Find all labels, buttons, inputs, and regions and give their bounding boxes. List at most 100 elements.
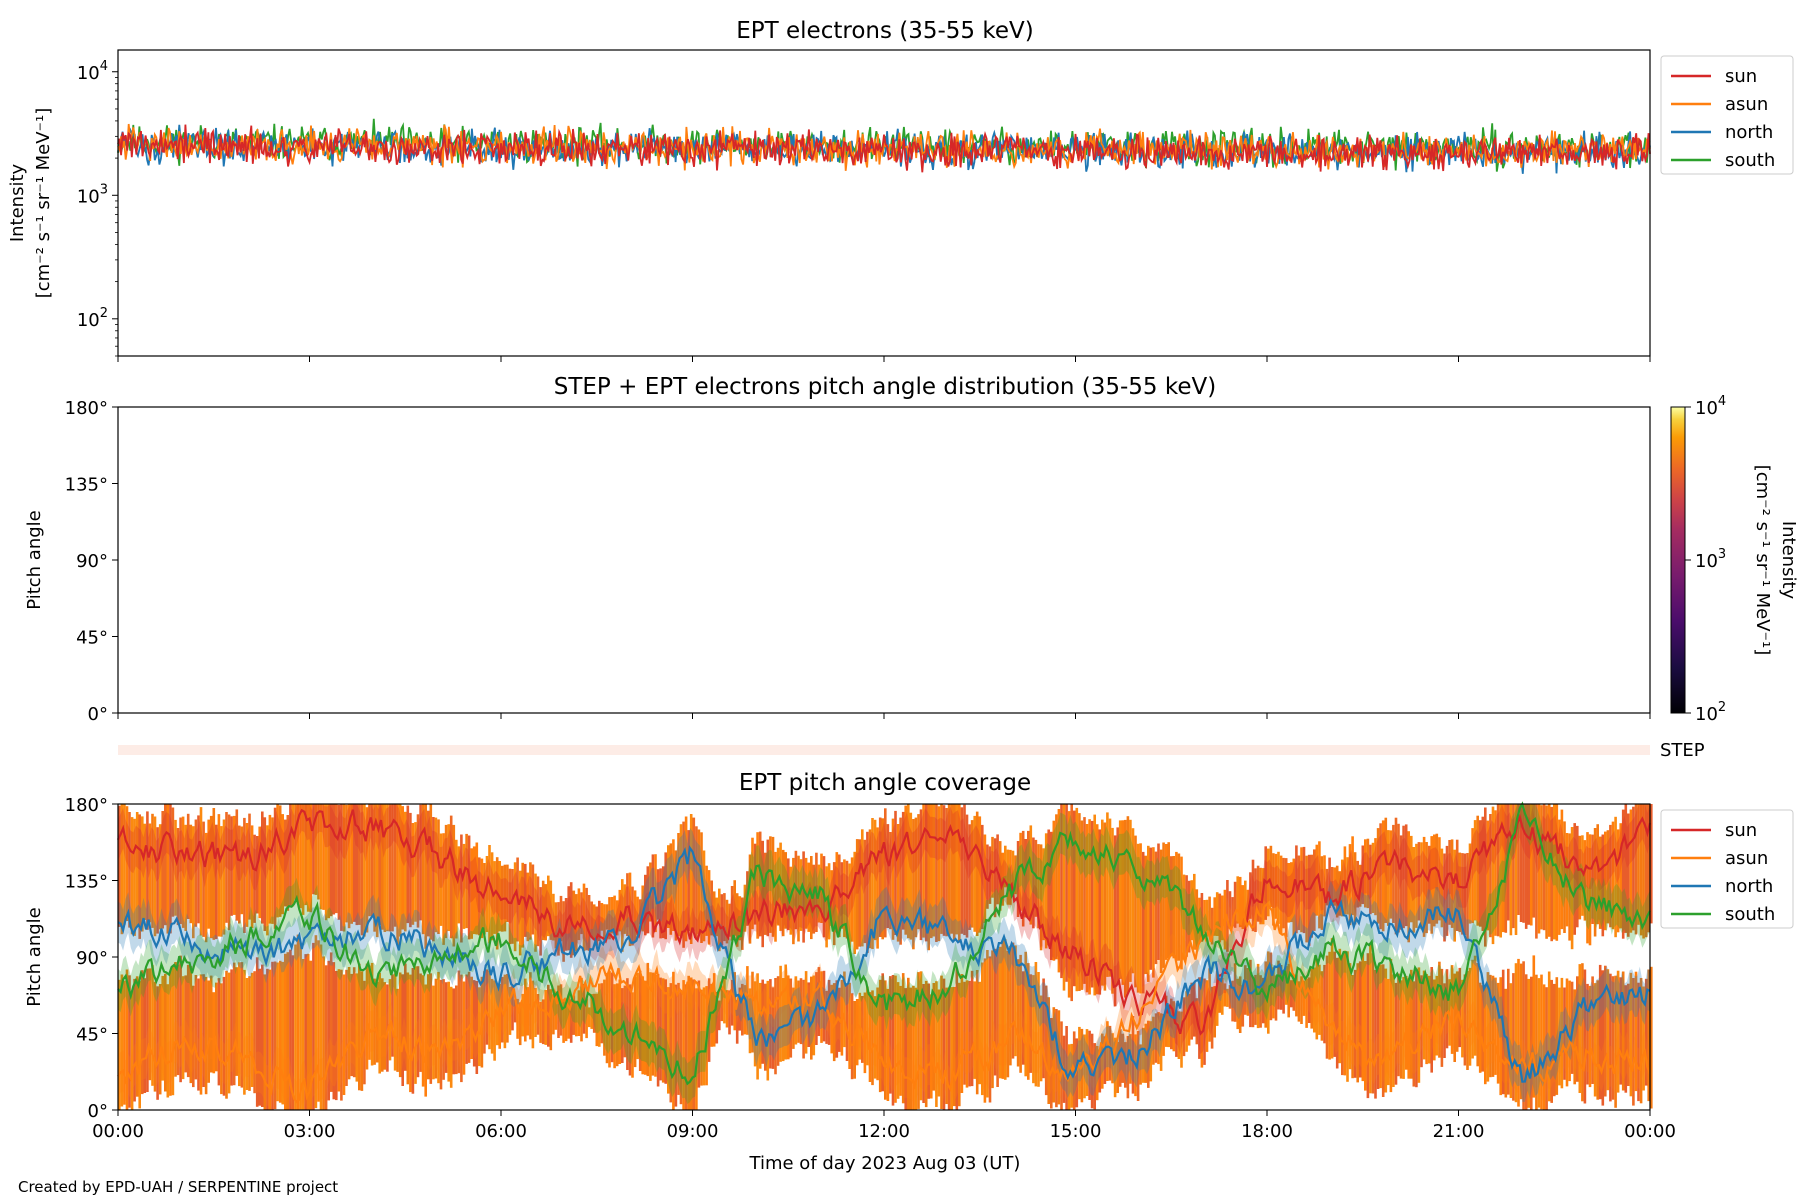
- heat-column: [1297, 981, 1301, 1022]
- heat-column: [1461, 979, 1464, 1058]
- heat-column: [955, 968, 959, 1110]
- heat-column: [1369, 844, 1372, 915]
- heat-column: [516, 998, 519, 1039]
- heat-column: [945, 808, 948, 937]
- heat-column: [1410, 969, 1413, 1079]
- heat-column: [1170, 998, 1173, 1050]
- heat-column: [1473, 820, 1477, 921]
- heat-column: [350, 973, 353, 1077]
- heat-column: [314, 935, 318, 1109]
- heat-column: [312, 804, 315, 895]
- heat-column: [866, 986, 869, 1066]
- heat-column: [1144, 855, 1147, 975]
- heat-column: [1627, 813, 1630, 937]
- heat-column: [1425, 842, 1428, 934]
- heat-column: [273, 961, 277, 1110]
- heat-column: [204, 976, 208, 1095]
- heat-column: [1180, 1011, 1183, 1068]
- heat-column: [1387, 978, 1390, 1086]
- heat-column: [1147, 845, 1150, 982]
- heat-column: [1453, 849, 1456, 942]
- heat-column: [248, 976, 251, 1091]
- y-tick-label: 45°: [76, 628, 108, 649]
- heat-column: [1200, 893, 1204, 942]
- heat-column: [947, 804, 951, 936]
- heat-column: [1149, 847, 1153, 970]
- x-tick-label: 00:00: [1624, 1121, 1676, 1142]
- heat-column: [133, 818, 136, 936]
- heat-column: [1170, 856, 1173, 957]
- heat-column: [171, 966, 175, 1096]
- heat-column: [475, 981, 479, 1074]
- heat-column: [263, 817, 267, 931]
- heat-column: [725, 990, 729, 1028]
- heat-column: [855, 839, 859, 950]
- heat-column: [1333, 867, 1336, 906]
- heat-column: [912, 819, 915, 950]
- heat-column: [1302, 980, 1306, 1016]
- heat-column: [1027, 963, 1030, 1080]
- heat-column: [1223, 983, 1227, 1007]
- heat-column: [1014, 945, 1017, 1057]
- heat-column: [199, 974, 203, 1095]
- heat-column: [700, 989, 703, 1086]
- heat-column: [222, 976, 226, 1096]
- heat-column: [396, 804, 399, 946]
- heat-column: [253, 971, 256, 1094]
- heat-column: [166, 984, 170, 1098]
- heat-column: [381, 804, 384, 930]
- heat-column: [1507, 804, 1510, 921]
- panel-pitch-angle-distribution: STEP + EPT electrons pitch angle distrib…: [24, 374, 1799, 1110]
- heat-column: [753, 981, 757, 1067]
- heat-column: [378, 972, 381, 1074]
- heat-column: [419, 804, 422, 921]
- heat-column: [266, 968, 269, 1110]
- heat-column: [769, 979, 772, 1069]
- panel1-ylabel-line1: Intensity: [7, 163, 28, 242]
- heat-column: [314, 804, 318, 895]
- heat-column: [1476, 963, 1479, 1067]
- heat-column: [950, 987, 953, 1110]
- heat-column: [1353, 969, 1357, 1078]
- heat-column: [965, 814, 969, 938]
- heat-column: [845, 983, 849, 1061]
- heat-column: [1632, 806, 1635, 931]
- heat-column: [889, 832, 892, 930]
- heat-column: [199, 807, 203, 936]
- heat-column: [1547, 804, 1551, 937]
- heat-column: [858, 839, 862, 947]
- heat-column: [1244, 965, 1247, 1015]
- heat-column: [1366, 953, 1370, 1099]
- heat-column: [930, 994, 933, 1099]
- heat-column: [1254, 974, 1257, 1025]
- x-tick-label: 03:00: [284, 1121, 336, 1142]
- heat-column: [1208, 968, 1211, 1042]
- heat-column: [1433, 834, 1436, 927]
- heat-column: [485, 969, 489, 1045]
- heat-column: [715, 897, 719, 937]
- heat-column: [217, 978, 221, 1086]
- heat-column: [1461, 853, 1464, 935]
- heat-column: [850, 993, 854, 1080]
- heat-column: [268, 814, 272, 924]
- heat-column: [1032, 975, 1035, 1084]
- heat-column: [391, 974, 394, 1057]
- heat-column: [1185, 875, 1188, 957]
- heat-column: [832, 862, 836, 946]
- heat-column: [1629, 809, 1633, 933]
- heat-column: [1576, 976, 1579, 1082]
- heat-column: [1466, 853, 1469, 941]
- heat-column: [335, 804, 338, 914]
- x-tick-label: 21:00: [1433, 1121, 1485, 1142]
- heat-column: [1614, 816, 1617, 938]
- panel1-lines: [117, 118, 1651, 174]
- heat-column: [345, 804, 348, 923]
- heat-column: [613, 895, 616, 935]
- heat-column: [684, 984, 688, 1110]
- heat-column: [1065, 1026, 1068, 1110]
- heat-column: [817, 967, 821, 1036]
- heat-column: [781, 849, 785, 937]
- heat-column: [225, 812, 228, 923]
- heat-column: [884, 808, 887, 938]
- heat-column: [758, 982, 762, 1069]
